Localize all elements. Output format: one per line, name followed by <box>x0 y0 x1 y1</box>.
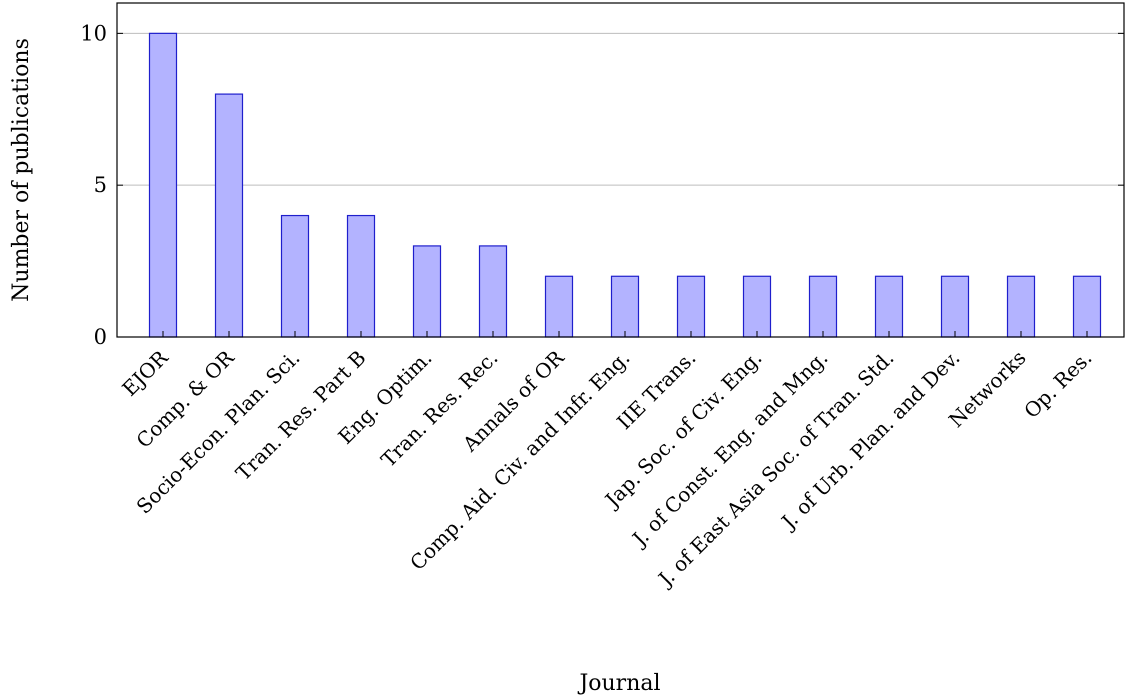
bar <box>874 275 904 338</box>
bar <box>544 275 574 338</box>
x-tick-label: Op. Res. <box>1019 346 1096 423</box>
gridlines <box>117 32 1124 186</box>
bar <box>808 275 838 338</box>
y-axis-ticks: 0 5 10 <box>80 21 1124 349</box>
x-tick-label: J. of East Asia Soc. of Tran. Std. <box>652 346 898 592</box>
bar <box>940 275 970 338</box>
bar <box>148 32 178 338</box>
x-tick-label: Tran. Res. Rec. <box>376 346 502 472</box>
bar <box>280 214 310 338</box>
plot-frame <box>116 2 1125 338</box>
bar <box>478 245 508 338</box>
bars <box>148 32 1102 338</box>
bar <box>1072 275 1102 338</box>
bar <box>610 275 640 338</box>
bar <box>214 93 244 338</box>
x-tick-label: EJOR <box>117 345 173 401</box>
bar <box>742 275 772 338</box>
y-tick-label: 0 <box>94 325 107 349</box>
x-axis-title: Journal <box>577 671 660 696</box>
bar <box>346 214 376 338</box>
bar <box>676 275 706 338</box>
bar <box>412 245 442 338</box>
y-tick-label: 10 <box>80 21 107 45</box>
y-tick-label: 5 <box>94 173 107 197</box>
y-axis-title: Number of publications <box>9 38 34 302</box>
bar <box>1006 275 1036 338</box>
